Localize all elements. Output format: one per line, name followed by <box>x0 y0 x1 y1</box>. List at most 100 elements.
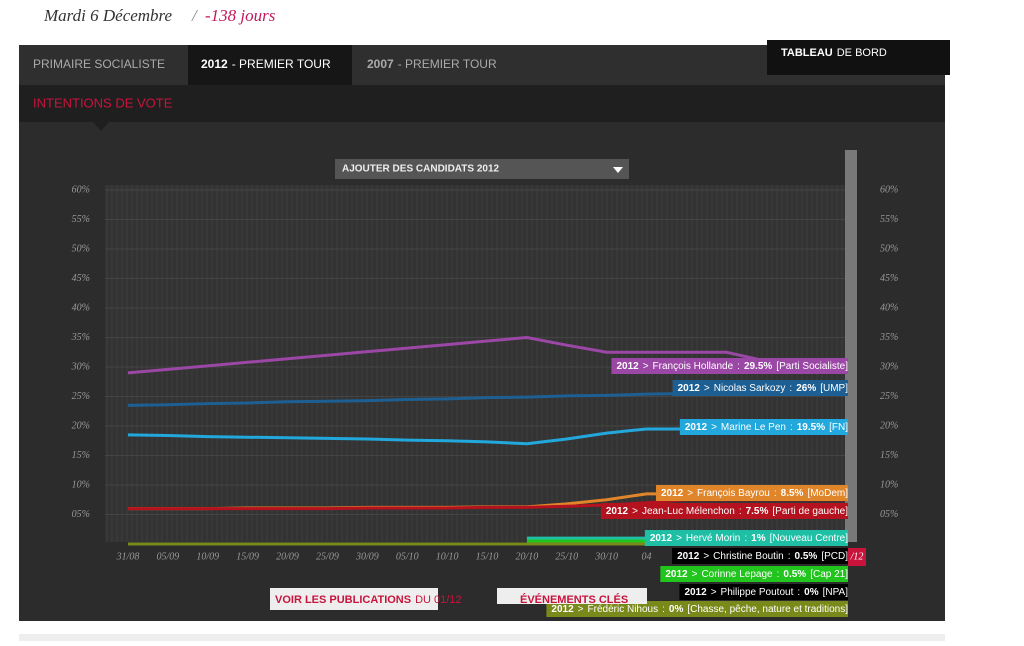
legend-sep: : <box>777 569 780 580</box>
y-tick-label: 50% <box>72 243 90 254</box>
x-tick-label: 15/09 <box>236 551 259 562</box>
tab[interactable]: 2007 - PREMIER TOUR <box>367 57 497 71</box>
x-tick-label: 05/09 <box>156 551 179 562</box>
x-tick-label: 15/10 <box>476 551 499 562</box>
legend-tag[interactable] <box>679 419 848 435</box>
y-tick-label: 60% <box>880 184 898 195</box>
active-tab <box>188 45 352 85</box>
y-tick-label: 10% <box>880 479 898 490</box>
y-tick-label: 40% <box>72 302 90 313</box>
legend-value: 0% <box>804 587 819 598</box>
legend-arrow: > <box>704 383 710 394</box>
y-tick-label: 05% <box>880 509 898 520</box>
legend-entry[interactable]: 2012 > François Hollande:29.5% [Parti Socia… <box>616 361 848 372</box>
legend-arrow: > <box>643 361 649 372</box>
legend-tag[interactable] <box>546 601 848 617</box>
legend-name: Christine Boutin <box>713 551 784 562</box>
y-tick-label: 35% <box>879 332 898 343</box>
x-tick-label: 30/09 <box>355 551 379 562</box>
legend-tag[interactable] <box>672 380 848 396</box>
legend-sep: : <box>788 551 791 562</box>
legend-entry[interactable]: 2012 > Jean-Luc Mélenchon:7.5% [Parti de ga… <box>606 506 848 517</box>
dashboard[interactable]: TABLEAU DE BORD <box>781 47 887 59</box>
dropdown-arrow <box>613 167 623 173</box>
legend-entry[interactable]: 2012 > Christine Boutin:0.5% [PCD] <box>677 551 848 562</box>
y-tick-label: 40% <box>880 302 898 313</box>
legend-year: 2012 <box>684 587 707 598</box>
legend-party: [NPA] <box>823 587 849 598</box>
y-tick-label: 15% <box>880 450 898 461</box>
events-label[interactable]: ÉVÉNEMENTS CLÉS <box>520 593 628 606</box>
legend-party: [Cap 21] <box>810 569 848 580</box>
legend-tag[interactable] <box>655 485 848 501</box>
legend-sep: : <box>774 488 777 499</box>
legend-arrow: > <box>676 533 682 544</box>
legend-party: [Parti de gauche] <box>772 506 848 517</box>
legend-entry[interactable]: 2012 > Hervé Morin:1% [Nouveau Centre] <box>650 533 848 544</box>
legend-sep: : <box>789 383 792 394</box>
legend-party: [Parti Socialiste] <box>776 361 848 372</box>
x-tick-label: 05/10 <box>396 551 419 562</box>
legend-entry[interactable]: 2012 > Philippe Poutout:0% [NPA] <box>684 587 848 598</box>
legend-name: François Bayrou <box>697 488 770 499</box>
range-handle[interactable] <box>845 150 857 542</box>
x-tick-label: 04 <box>642 551 652 562</box>
legend-name: Nicolas Sarkozy <box>714 383 786 394</box>
legend-tag[interactable] <box>679 584 848 600</box>
y-tick-label: 45% <box>880 273 898 284</box>
legend-tag[interactable] <box>644 530 848 546</box>
legend-entry[interactable]: 2012 > François Bayrou:8.5% [MoDem] <box>661 488 848 499</box>
y-tick-label: 10% <box>72 479 90 490</box>
legend-entry[interactable]: 2012 > Marine Le Pen:19.5% [FN] <box>685 422 848 433</box>
y-tick-label: 20% <box>880 420 898 431</box>
tab-label: - PREMIER TOUR <box>398 57 497 71</box>
legend-entry[interactable]: 2012 > Nicolas Sarkozy:26% [UMP] <box>678 383 849 394</box>
legend-entry[interactable]: 2012 > Frédéric Nihous:0% [Chasse, pêche, n… <box>551 604 848 615</box>
tab-year: 2007 <box>367 57 394 71</box>
y-tick-label: 35% <box>71 332 90 343</box>
events-button[interactable] <box>497 588 647 604</box>
tab[interactable]: 2012 - PREMIER TOUR <box>201 57 331 71</box>
tab[interactable]: PRIMAIRE SOCIALISTE <box>33 57 165 71</box>
legend-arrow: > <box>692 569 698 580</box>
legend-year: 2012 <box>650 533 673 544</box>
legend-arrow: > <box>711 422 717 433</box>
dropdown-label[interactable]: AJOUTER DES CANDIDATS 2012 <box>342 164 500 175</box>
y-tick-label: 25% <box>880 391 898 402</box>
y-tick-label: 55% <box>880 214 898 225</box>
y-tick-label: 05% <box>72 509 90 520</box>
legend-sep: : <box>790 422 793 433</box>
legend-tag[interactable] <box>611 358 848 374</box>
legend-value: 0.5% <box>795 551 818 562</box>
legend-year: 2012 <box>661 488 684 499</box>
legend-arrow: > <box>703 551 709 562</box>
legend-tag[interactable] <box>672 548 848 564</box>
publications-label[interactable]: VOIR LES PUBLICATIONS DU 01/12 <box>275 594 462 606</box>
legend-party: [FN] <box>829 422 848 433</box>
legend-sep: : <box>744 533 747 544</box>
sub-tab[interactable]: INTENTIONS DE VOTE <box>33 95 173 110</box>
legend-party: [Nouveau Centre] <box>770 533 849 544</box>
dashboard-text: DE BORD <box>837 47 887 59</box>
legend-name: François Hollande <box>653 361 734 372</box>
y-tick-label: 55% <box>72 214 90 225</box>
pointer <box>93 122 109 131</box>
legend-name: Hervé Morin <box>686 533 740 544</box>
publications-button[interactable] <box>270 588 438 610</box>
legend-year: 2012 <box>678 383 701 394</box>
legend-name: Marine Le Pen <box>721 422 786 433</box>
legend-party: [UMP] <box>820 383 848 394</box>
legend-tag[interactable] <box>600 503 848 519</box>
legend-tag[interactable] <box>660 566 848 582</box>
x-tick-label: 25/09 <box>316 551 339 562</box>
legend-entry[interactable]: 2012 > Corinne Lepage:0.5% [Cap 21] <box>665 569 848 580</box>
publications-bold: VOIR LES PUBLICATIONS <box>275 594 411 606</box>
legend-year: 2012 <box>606 506 629 517</box>
legend-value: 19.5% <box>797 422 825 433</box>
legend-party: [Chasse, pêche, nature et traditions] <box>687 604 848 615</box>
legend-sep: : <box>797 587 800 598</box>
legend-name: Philippe Poutout <box>721 587 794 598</box>
dropdown[interactable] <box>335 159 629 179</box>
legend-value: 1% <box>751 533 766 544</box>
x-tick-label: 10/09 <box>196 551 219 562</box>
